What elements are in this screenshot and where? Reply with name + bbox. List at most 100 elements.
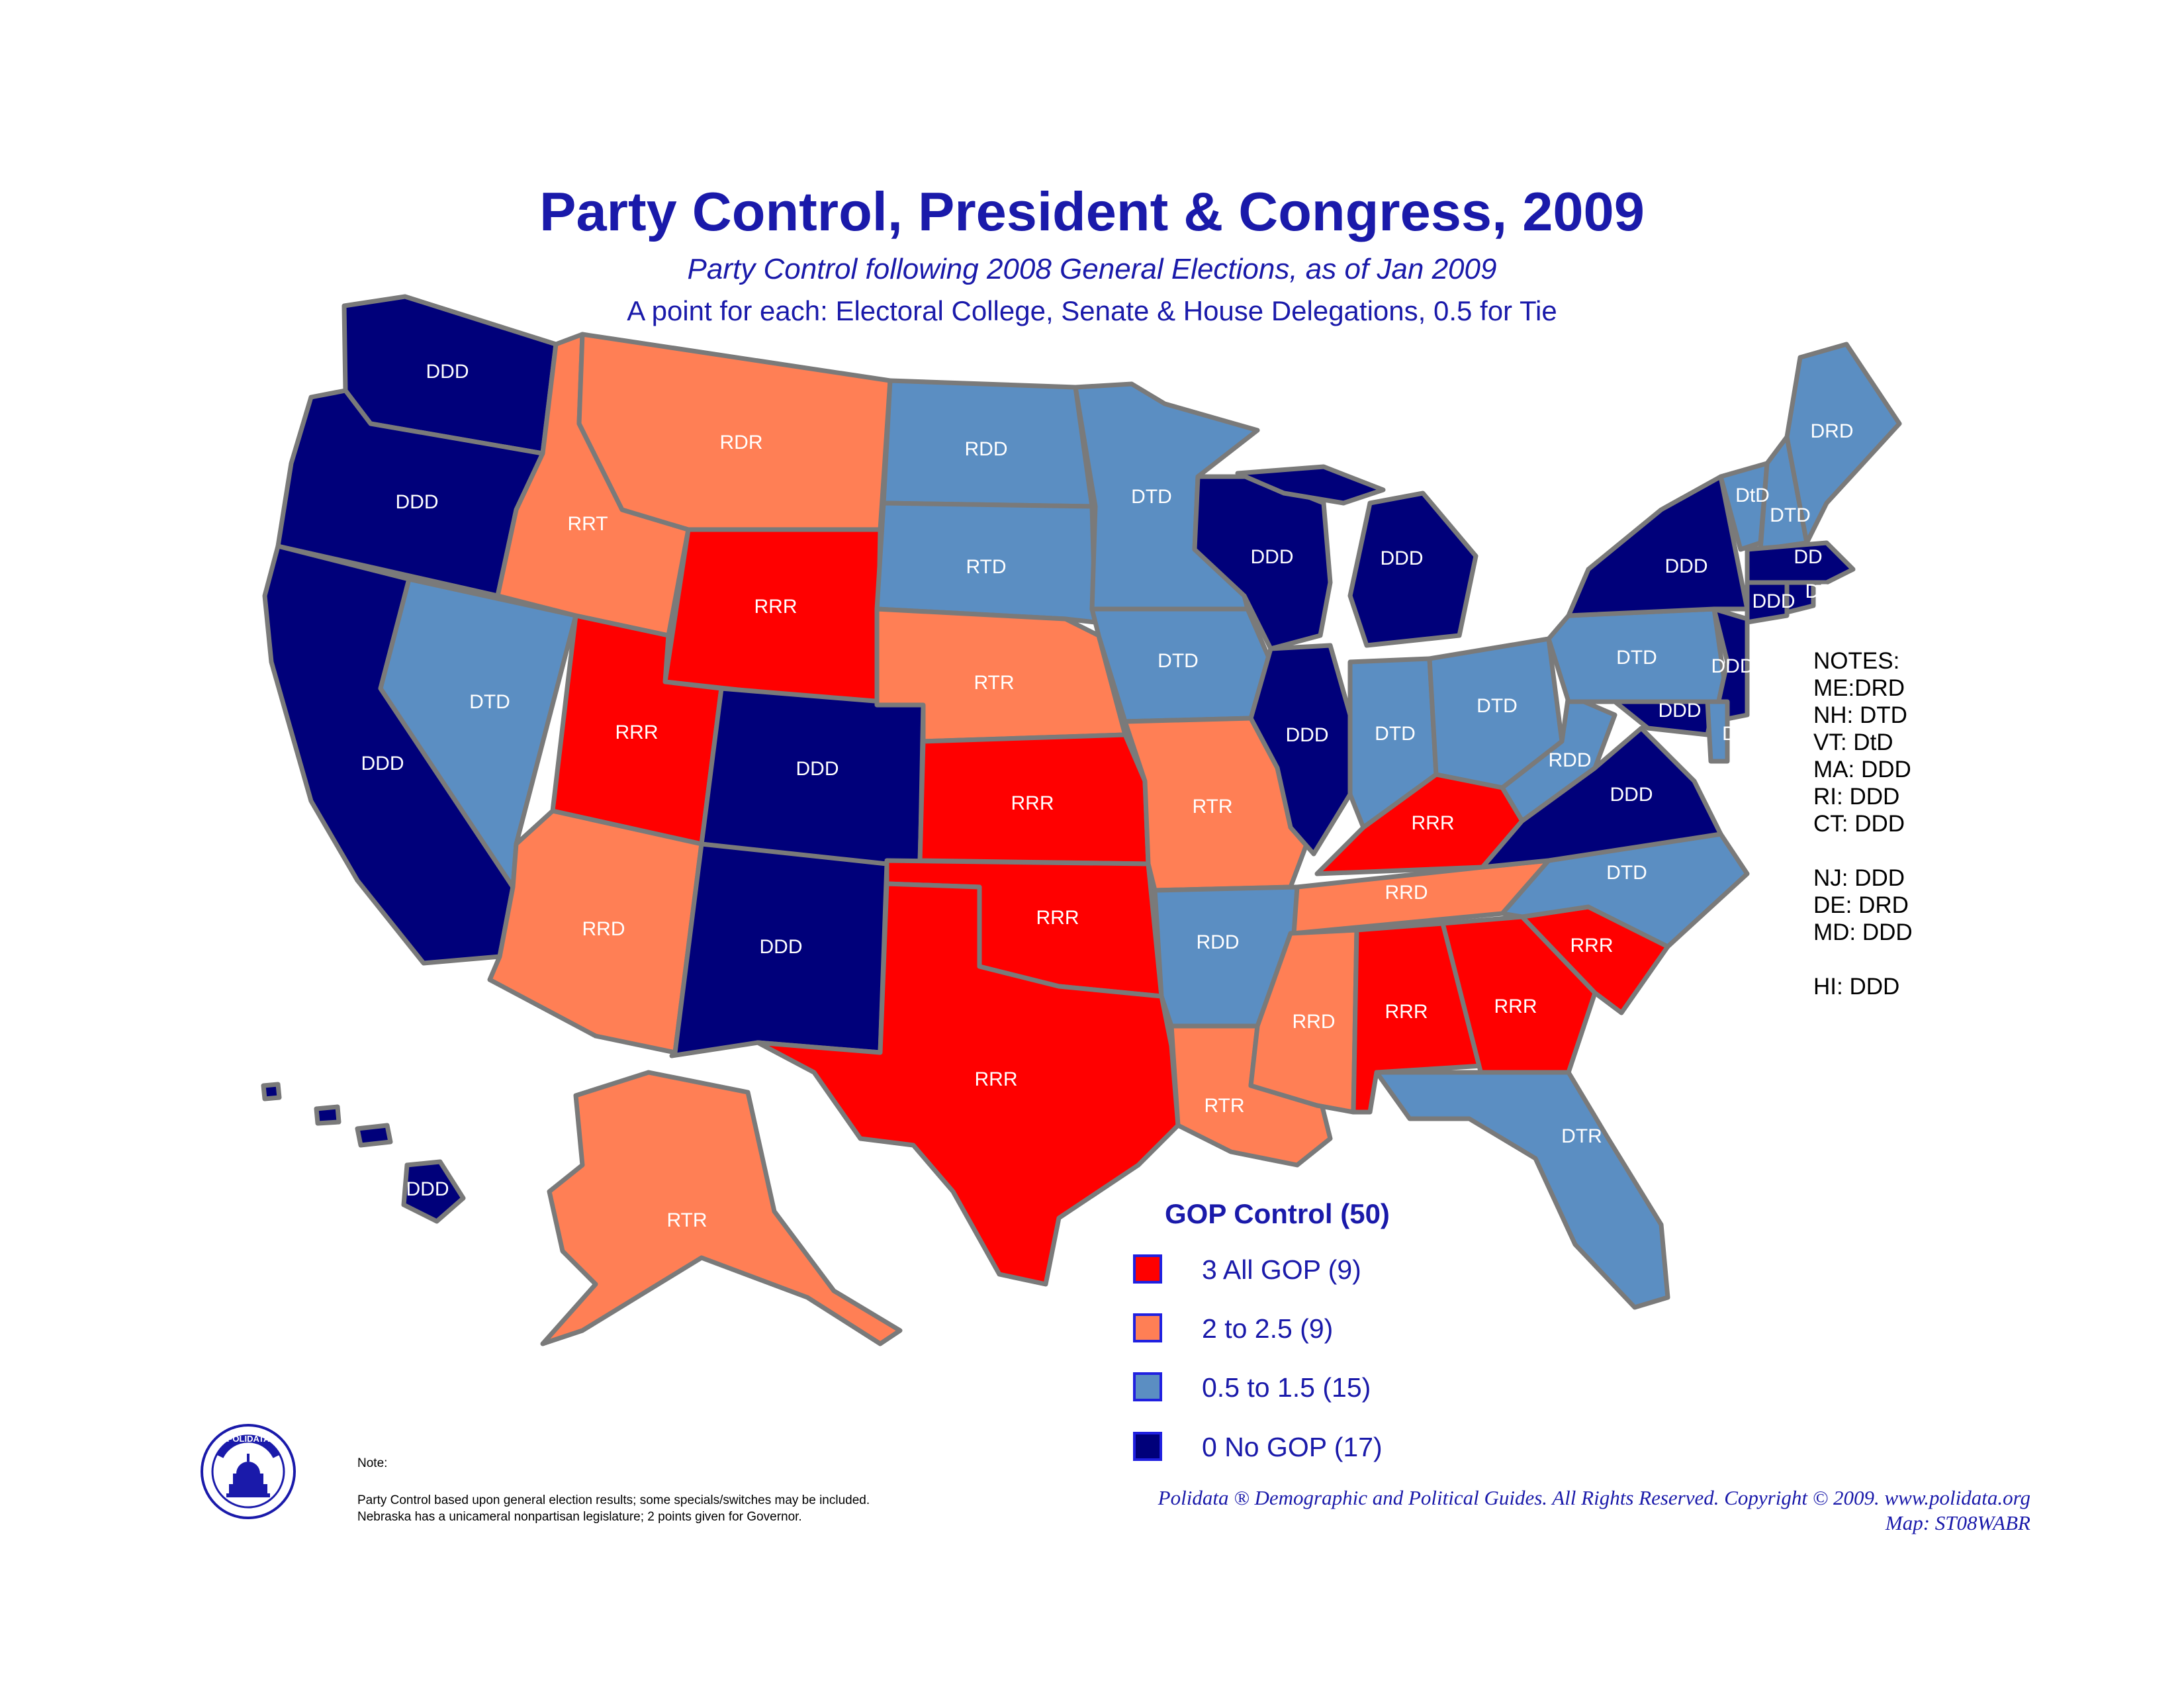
state-MI[interactable]	[1347, 491, 1479, 648]
legend-label: 2 to 2.5 (9)	[1202, 1313, 1334, 1344]
state-PA[interactable]	[1546, 606, 1730, 704]
map-subtitle-scoring: A point for each: Electoral College, Sen…	[627, 295, 1557, 326]
state-label-AZ: RRD	[582, 918, 625, 940]
state-label-WV: RDD	[1549, 749, 1592, 771]
state-label-NH: DTD	[1770, 504, 1811, 526]
map-subtitle: Party Control following 2008 General Ele…	[687, 253, 1497, 285]
state-NJ[interactable]	[1711, 606, 1750, 724]
legend-swatch	[1133, 1254, 1162, 1284]
state-AK[interactable]	[540, 1070, 903, 1346]
state-label-IA: DTD	[1158, 650, 1199, 672]
state-label-IN: DTD	[1375, 723, 1416, 745]
state-label-OK: RRR	[1036, 907, 1079, 929]
state-label-VT: DtD	[1735, 485, 1770, 506]
state-label-UT: RRR	[615, 722, 659, 743]
state-label-WI: DDD	[1251, 546, 1294, 568]
note-line	[1813, 837, 1913, 865]
state-label-FL: DTR	[1561, 1125, 1602, 1147]
state-label-MT: RDR	[720, 432, 763, 453]
state-label-TN: RRD	[1385, 882, 1428, 904]
state-label-VA: DDD	[1610, 784, 1653, 806]
state-MI-upper[interactable]	[1235, 464, 1386, 506]
state-label-SC: RRR	[1570, 935, 1614, 957]
state-label-NM: DDD	[760, 936, 803, 958]
state-label-ND: RDD	[965, 438, 1008, 460]
note-line: CT: DDD	[1813, 811, 1905, 837]
footnote-line: Party Control based upon general electio…	[357, 1493, 870, 1507]
state-label-MI: DDD	[1381, 547, 1424, 569]
note-line	[1813, 946, 1913, 973]
footnote-heading: Note:	[357, 1456, 388, 1470]
state-RI[interactable]	[1784, 580, 1816, 615]
legend-label: 3 All GOP (9)	[1202, 1254, 1361, 1285]
state-label-MA: DD	[1794, 546, 1822, 568]
note-line: HI: DDD	[1813, 974, 1900, 1000]
state-GA[interactable]	[1440, 914, 1598, 1082]
state-WV[interactable]	[1500, 692, 1617, 823]
state-label-CT: DDD	[1752, 590, 1796, 612]
legend-title: GOP Control (50)	[1165, 1198, 1390, 1229]
state-label-MN: DTD	[1131, 486, 1172, 508]
state-notes: NOTES: ME:DRD NH: DTD VT: DtD MA: DDD RI…	[1813, 647, 1913, 1000]
state-label-WY: RRR	[754, 596, 797, 618]
state-IL[interactable]	[1248, 643, 1353, 857]
state-label-SD: RTD	[966, 556, 1006, 578]
state-label-DE: D	[1722, 723, 1737, 745]
state-HI[interactable]	[401, 1159, 466, 1224]
state-DE[interactable]	[1705, 699, 1730, 764]
note-line: NJ: DDD	[1813, 865, 1905, 891]
footnote-line: Nebraska has a unicameral nonpartisan le…	[357, 1510, 802, 1524]
state-label-KS: RRR	[1011, 792, 1054, 814]
state-label-MS: RRD	[1293, 1011, 1336, 1033]
state-label-ME: DRD	[1811, 420, 1854, 442]
state-HI-oahu[interactable]	[314, 1104, 341, 1126]
state-label-HI: DDD	[406, 1178, 449, 1200]
polidata-logo: POLIDATA	[201, 1424, 296, 1519]
state-label-AL: RRR	[1385, 1001, 1428, 1023]
state-HI-maui[interactable]	[355, 1123, 393, 1148]
map-title: Party Control, President & Congress, 200…	[539, 181, 1645, 242]
state-label-NY: DDD	[1665, 555, 1708, 577]
note-line: MD: DDD	[1813, 919, 1913, 945]
state-label-CA: DDD	[361, 753, 404, 774]
state-label-MO: RTR	[1192, 796, 1232, 818]
state-label-AR: RDD	[1197, 931, 1240, 953]
state-label-CO: DDD	[796, 758, 839, 780]
note-line: DE: DRD	[1813, 892, 1909, 918]
state-label-MD: DDD	[1659, 700, 1702, 722]
state-label-PA: DTD	[1616, 647, 1657, 669]
state-label-IL: DDD	[1286, 724, 1329, 746]
state-MA[interactable]	[1745, 540, 1856, 585]
legend-swatch	[1133, 1372, 1162, 1401]
copyright-line: Polidata ® Demographic and Political Gui…	[1158, 1486, 2030, 1509]
note-line: NH: DTD	[1813, 702, 1907, 728]
state-FL[interactable]	[1374, 1070, 1670, 1310]
state-label-OH: DTD	[1477, 695, 1518, 717]
footnote-text: Party Control based upon general electio…	[357, 1492, 870, 1525]
legend-swatch	[1133, 1313, 1162, 1342]
state-NY[interactable]	[1566, 474, 1750, 618]
state-label-LA: RTR	[1204, 1095, 1244, 1117]
legend-label: 0 No GOP (17)	[1202, 1432, 1383, 1462]
state-TX[interactable]	[755, 881, 1181, 1287]
notes-heading: NOTES:	[1813, 648, 1900, 674]
legend-label: 0.5 to 1.5 (15)	[1202, 1372, 1371, 1403]
logo-text: POLIDATA	[227, 1434, 270, 1444]
state-label-GA: RRR	[1494, 996, 1537, 1017]
state-label-NV: DTD	[469, 691, 510, 713]
state-SD[interactable]	[874, 500, 1098, 625]
state-label-KY: RRR	[1412, 812, 1455, 834]
state-label-NE: RTR	[974, 672, 1014, 694]
note-line: VT: DtD	[1813, 729, 1893, 755]
map-id: Map: ST08WABR	[1885, 1511, 2030, 1534]
state-label-WA: DDD	[426, 361, 469, 383]
note-line: MA: DDD	[1813, 757, 1911, 782]
note-line: ME:DRD	[1813, 675, 1905, 701]
state-CT[interactable]	[1745, 580, 1790, 625]
legend-swatch	[1133, 1432, 1162, 1461]
note-line: RI: DDD	[1813, 784, 1900, 810]
state-HI-kauai[interactable]	[261, 1082, 282, 1102]
state-label-OR: DDD	[396, 491, 439, 513]
state-label-AK: RTR	[666, 1209, 707, 1231]
